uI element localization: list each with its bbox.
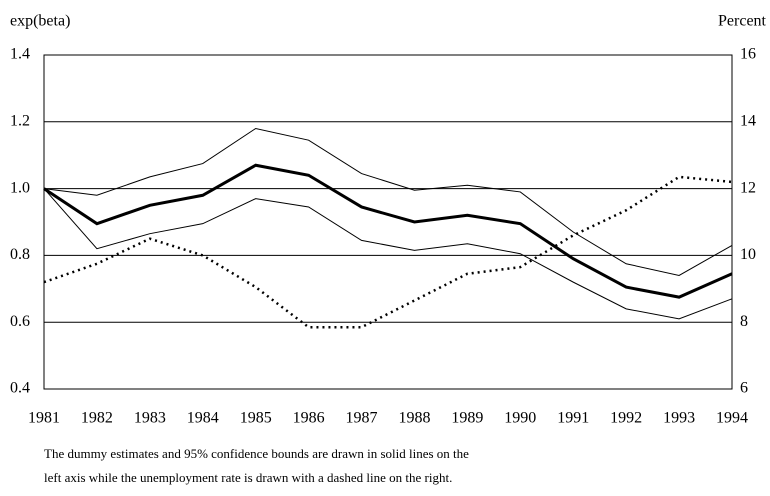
y-tick-label: 0.4 <box>10 380 30 397</box>
x-tick-label: 1991 <box>557 410 589 427</box>
series-line <box>43 163 733 299</box>
x-tick-label: 1983 <box>134 410 166 427</box>
y2-tick-label: 12 <box>740 179 756 196</box>
y-tick-label: 0.8 <box>10 246 30 263</box>
x-tick-label: 1993 <box>663 410 695 427</box>
x-tick-label: 1982 <box>81 410 113 427</box>
series-line <box>43 127 733 276</box>
x-tick-label: 1986 <box>293 410 325 427</box>
y-tick-label: 0.6 <box>10 313 30 330</box>
note: left axis while the unemployment rate is… <box>44 470 452 485</box>
x-tick-label: 1984 <box>187 410 219 427</box>
x-tick-label: 1990 <box>504 410 536 427</box>
y-tick-label: 1.0 <box>10 179 30 196</box>
y2-tick-label: 6 <box>740 380 748 397</box>
y-tick-label: 1.2 <box>10 112 30 129</box>
note: The dummy estimates and 95% confidence b… <box>44 446 469 461</box>
y-tick-label: 1.4 <box>10 46 30 63</box>
y2-tick-label: 16 <box>740 46 756 63</box>
x-tick-label: 1988 <box>398 410 430 427</box>
series-line <box>43 188 733 320</box>
x-tick-label: 1992 <box>610 410 642 427</box>
x-tick-label: 1987 <box>346 410 378 427</box>
y2-tick-label: 8 <box>740 313 748 330</box>
x-tick-label: 1989 <box>451 410 483 427</box>
y-axis-title: exp(beta) <box>10 13 70 30</box>
y2-tick-label: 10 <box>740 246 756 263</box>
x-tick-label: 1994 <box>716 410 748 427</box>
y2-tick-label: 14 <box>740 112 756 129</box>
x-tick-label: 1981 <box>28 410 60 427</box>
plot-border <box>43 54 733 390</box>
x-tick-label: 1985 <box>240 410 272 427</box>
y2-axis-title: Percent <box>718 13 767 30</box>
